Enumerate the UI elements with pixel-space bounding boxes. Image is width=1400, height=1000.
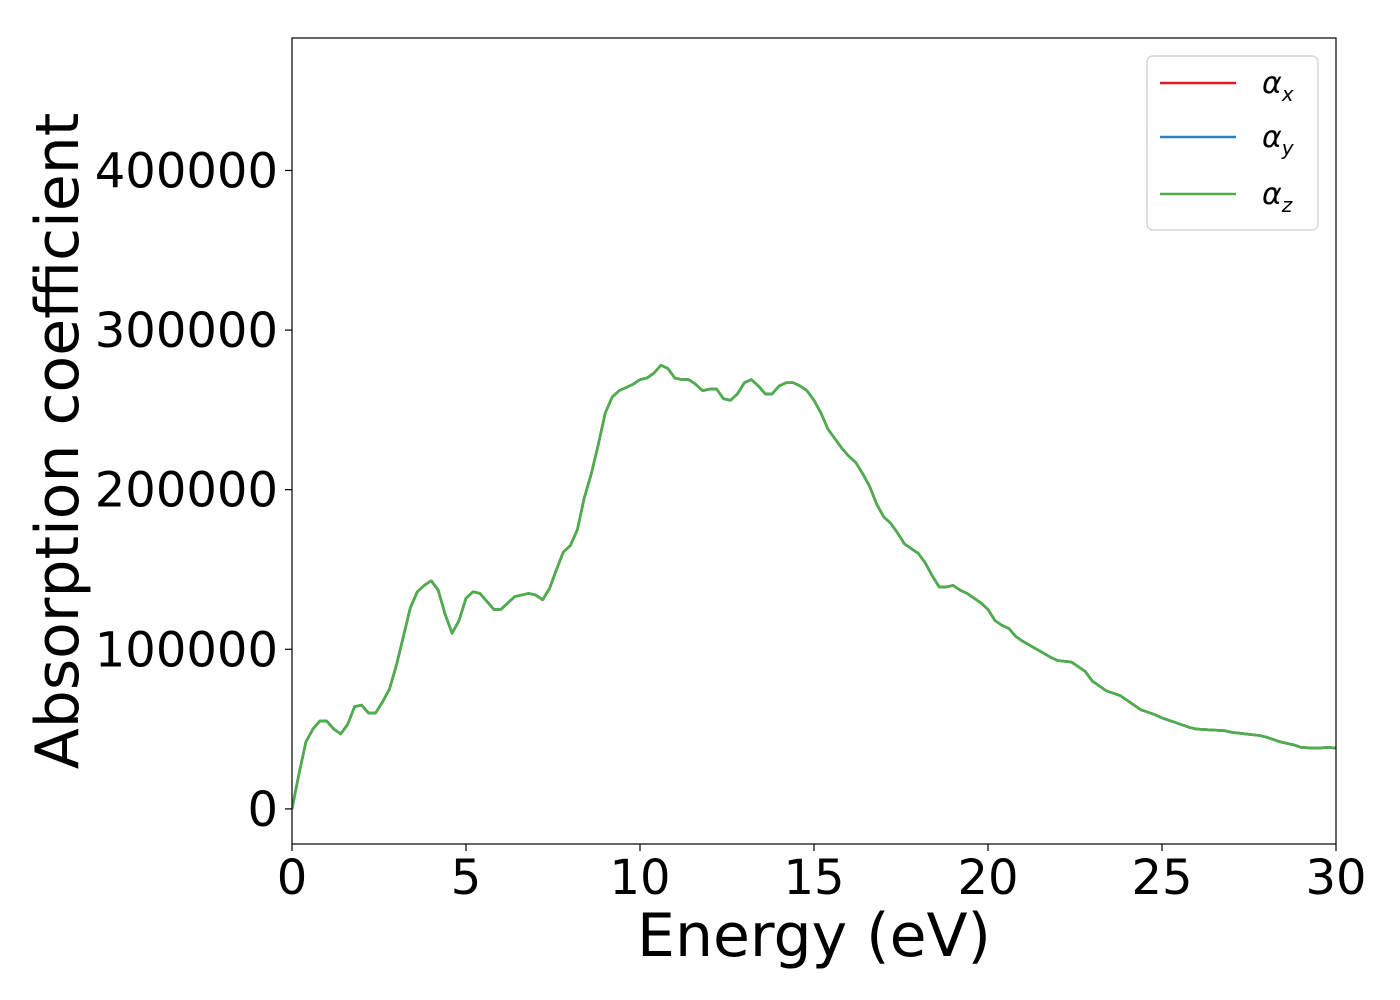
plot-frame: [291, 37, 1337, 845]
x-tick-label: 10: [609, 850, 670, 906]
x-tick-label: 30: [1305, 850, 1366, 906]
legend-symbol: α: [1262, 66, 1282, 101]
x-tick-label: 20: [957, 850, 1018, 906]
y-tick-label: 200000: [95, 463, 278, 519]
y-tick-label: 0: [247, 782, 278, 838]
legend-label-alpha-z: αz: [1262, 177, 1293, 217]
x-tick-label: 0: [277, 850, 308, 906]
y-tick-label: 300000: [95, 303, 278, 359]
y-axis-title: Absorption coefficient: [23, 113, 93, 770]
legend-subscript: y: [1281, 136, 1295, 160]
legend-subscript: z: [1281, 193, 1293, 217]
y-axis-ticks: 0 100000 200000 300000 400000: [95, 143, 292, 838]
x-tick-label: 5: [451, 850, 482, 906]
x-axis-ticks: 0 5 10 15 20 25 30: [277, 844, 1367, 906]
x-tick-label: 25: [1131, 850, 1192, 906]
series-layer: [292, 363, 1336, 810]
legend-box: [1146, 55, 1319, 231]
legend-subscript: x: [1281, 82, 1294, 106]
x-tick-label: 15: [783, 850, 844, 906]
series-line-alpha-z: [292, 363, 1336, 810]
y-tick-label: 100000: [95, 622, 278, 678]
legend-symbol: α: [1262, 120, 1282, 155]
legend-label-alpha-y: αy: [1262, 120, 1295, 160]
legend-label-alpha-x: αx: [1262, 66, 1294, 106]
legend-symbol: α: [1262, 177, 1282, 212]
x-axis-title: Energy (eV): [637, 901, 991, 971]
y-tick-label: 400000: [95, 143, 278, 199]
